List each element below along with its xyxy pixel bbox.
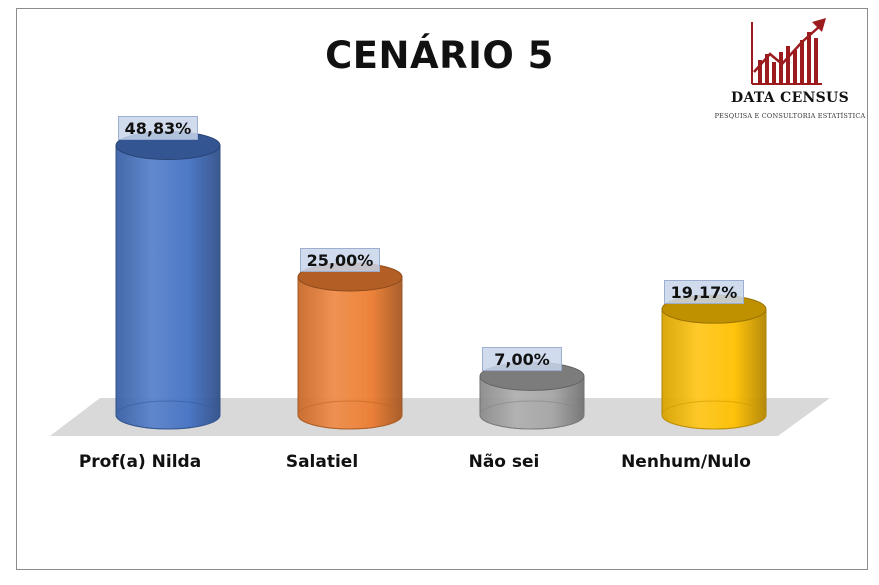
data-label: 7,00% — [482, 347, 562, 372]
bar-base — [661, 400, 767, 430]
bar-2 — [479, 361, 585, 430]
bar-body — [297, 276, 403, 430]
bar-chart-arrow-icon — [751, 18, 826, 85]
category-label: Prof(a) Nilda — [78, 452, 202, 472]
chart-title: CENÁRIO 5 — [325, 34, 554, 77]
bar-3 — [661, 294, 767, 430]
bar-0 — [115, 130, 221, 430]
category-label: Salatiel — [285, 452, 359, 472]
data-label: 19,17% — [664, 280, 744, 305]
bar-base — [115, 400, 221, 430]
bar-base — [479, 400, 585, 430]
data-label: 25,00% — [300, 248, 380, 272]
category-label: Nenhum/Nulo — [621, 452, 751, 472]
bar-body — [115, 144, 221, 430]
logo-name: DATA CENSUS — [731, 90, 849, 106]
data-label: 48,83% — [118, 116, 198, 141]
category-label: Não sei — [468, 452, 540, 472]
bar-body — [661, 308, 767, 430]
logo-subtitle: PESQUISA E CONSULTORIA ESTATÍSTICA — [714, 112, 866, 120]
chart-floor — [50, 398, 830, 436]
bar-1 — [297, 262, 403, 430]
bar-base — [297, 400, 403, 430]
